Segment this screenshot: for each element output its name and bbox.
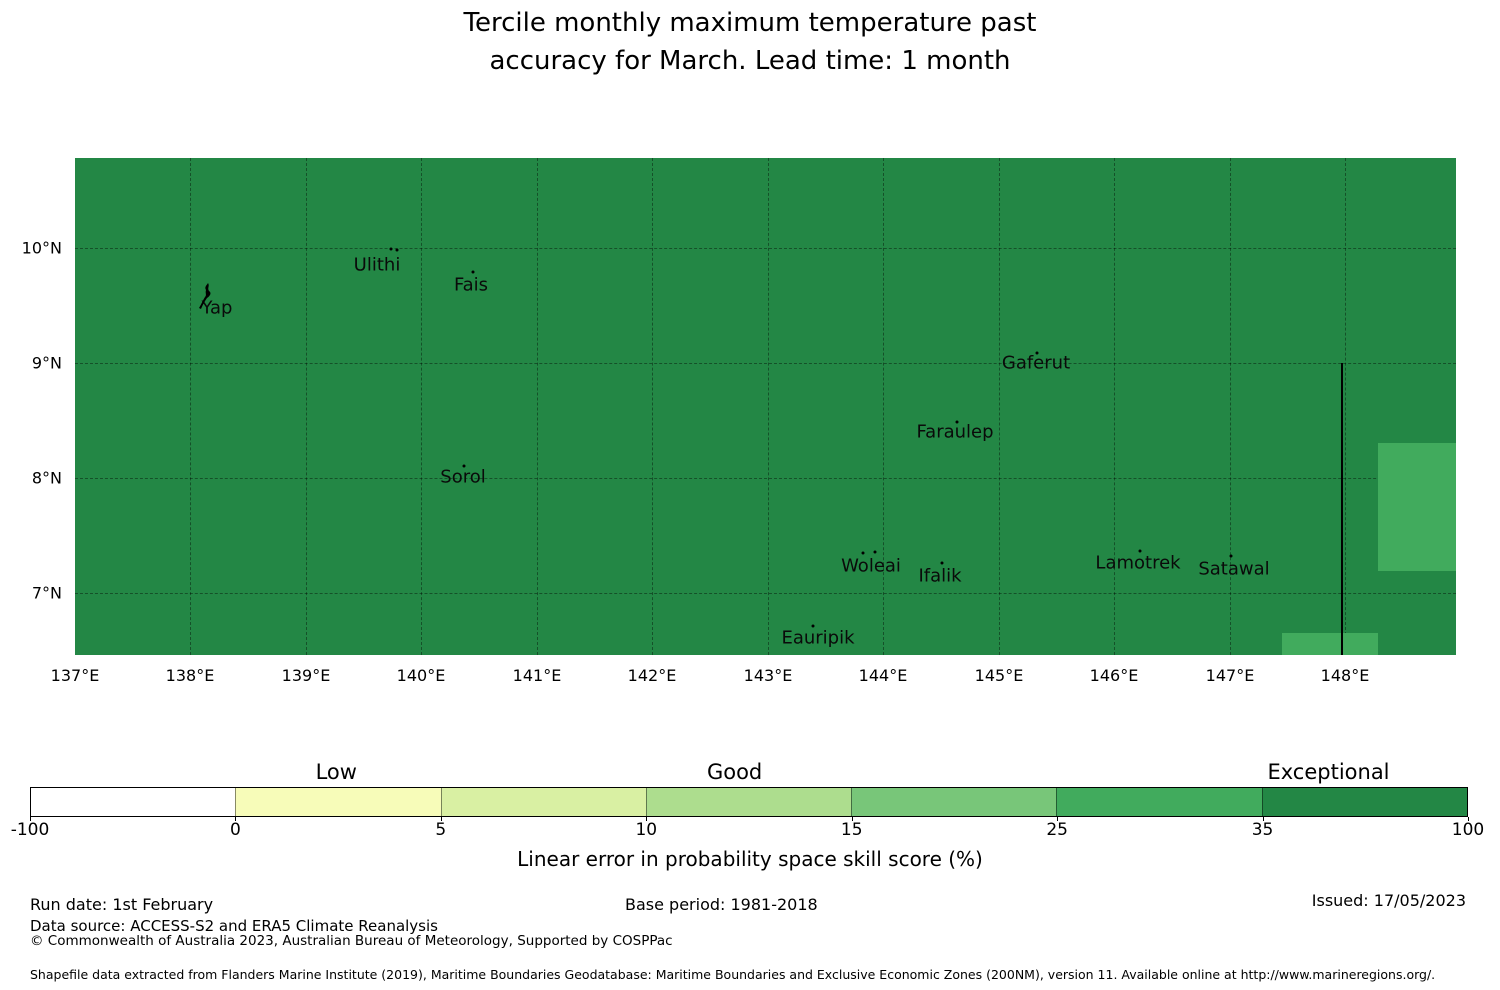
colorbar — [30, 787, 1468, 817]
latitude-gridline — [75, 593, 1456, 594]
x-tick-label: 137°E — [50, 666, 100, 685]
colorbar-segment — [1261, 788, 1467, 816]
issued-date-text: Issued: 17/05/2023 — [1311, 891, 1466, 910]
x-tick-label: 143°E — [743, 666, 793, 685]
y-tick-label: 10°N — [21, 238, 62, 258]
y-tick-label: 8°N — [31, 468, 62, 488]
longitude-gridline — [537, 158, 538, 655]
island-label: Satawal — [1198, 558, 1270, 580]
island-label: Eauripik — [781, 627, 855, 649]
skill-region-cell — [1282, 633, 1378, 655]
x-tick-label: 145°E — [974, 666, 1024, 685]
shapefile-note-text: Shapefile data extracted from Flanders M… — [30, 967, 1436, 982]
island-marker-dot — [462, 464, 466, 468]
colorbar-tick-mark — [1262, 817, 1264, 821]
latitude-gridline — [75, 363, 1456, 364]
x-tick-label: 147°E — [1205, 666, 1255, 685]
title-line-2: accuracy for March. Lead time: 1 month — [489, 46, 1011, 76]
base-period-text: Base period: 1981-2018 — [625, 895, 818, 914]
colorbar-tick-mark — [851, 817, 853, 821]
longitude-gridline — [768, 158, 769, 655]
island-label: Ulithi — [353, 254, 401, 276]
island-marker-dot — [389, 247, 393, 251]
colorbar-tick-label: 100 — [1451, 820, 1485, 840]
longitude-gridline — [190, 158, 191, 655]
x-tick-label: 144°E — [858, 666, 908, 685]
x-tick-label: 146°E — [1089, 666, 1139, 685]
colorbar-tick-mark — [1468, 817, 1469, 821]
island-marker-dot — [861, 551, 865, 555]
colorbar-axis-label: Linear error in probability space skill … — [517, 847, 983, 871]
island-shape-icon — [199, 283, 215, 315]
colorbar-tick-mark — [30, 817, 31, 821]
island-marker-dot — [955, 420, 959, 424]
colorbar-tick-label: -100 — [10, 820, 50, 840]
colorbar-category-label: Good — [706, 760, 763, 784]
page-title: Tercile monthly maximum temperature past… — [0, 4, 1500, 80]
colorbar-segment — [235, 788, 441, 816]
y-tick-label: 7°N — [31, 583, 62, 603]
longitude-gridline — [999, 158, 1000, 655]
colorbar-category-label: Low — [315, 760, 357, 784]
x-tick-label: 142°E — [627, 666, 677, 685]
colorbar-tick-label: 0 — [230, 820, 241, 840]
longitude-gridline — [421, 158, 422, 655]
skill-map: Yap Ulithi Fais Gaferut Faraulep Sorol Woleai I… — [75, 158, 1456, 655]
island-label: Woleai — [841, 555, 901, 577]
colorbar-category-label: Exceptional — [1267, 760, 1390, 784]
longitude-gridline — [1114, 158, 1115, 655]
run-date-text: Run date: 1st February — [30, 895, 214, 914]
x-tick-label: 138°E — [165, 666, 215, 685]
y-tick-label: 9°N — [31, 353, 62, 373]
colorbar-tick-mark — [235, 817, 237, 821]
data-source-text: Data source: ACCESS-S2 and ERA5 Climate … — [30, 917, 438, 935]
x-tick-label: 139°E — [281, 666, 331, 685]
colorbar-tick-label: 25 — [1046, 820, 1068, 840]
eez-boundary-line — [1341, 363, 1343, 655]
latitude-gridline — [75, 478, 1456, 479]
island-marker-dot — [1035, 351, 1039, 355]
colorbar-tick-mark — [1057, 817, 1059, 821]
skill-region-cell — [1378, 443, 1456, 571]
colorbar-tick-label: 35 — [1251, 820, 1274, 840]
island-label: Ifalik — [918, 565, 962, 587]
island-marker-dot — [1138, 549, 1142, 553]
colorbar-segment — [645, 788, 852, 816]
colorbar-segment — [440, 788, 646, 816]
latitude-gridline — [75, 248, 1456, 249]
colorbar-segment — [851, 788, 1057, 816]
x-tick-label: 140°E — [396, 666, 446, 685]
island-label: Sorol — [440, 466, 486, 488]
colorbar-tick-label: 5 — [435, 820, 447, 840]
copyright-text: © Commonwealth of Australia 2023, Austra… — [30, 933, 673, 949]
colorbar-tick-mark — [646, 817, 648, 821]
island-marker-dot — [471, 270, 475, 274]
island-label: Lamotrek — [1095, 552, 1181, 574]
island-marker-dot — [395, 248, 399, 252]
longitude-gridline — [652, 158, 653, 655]
title-line-1: Tercile monthly maximum temperature past — [463, 8, 1037, 38]
island-label: Fais — [453, 274, 489, 296]
longitude-gridline — [1230, 158, 1231, 655]
island-marker-dot — [940, 561, 944, 565]
island-marker-dot — [873, 550, 877, 554]
island-marker-dot — [1229, 554, 1233, 558]
yap-island-icon — [199, 283, 211, 309]
island-marker-dot — [811, 624, 815, 628]
x-tick-label: 141°E — [512, 666, 562, 685]
colorbar-segment — [31, 788, 236, 816]
colorbar-tick-mark — [440, 817, 442, 821]
x-tick-label: 148°E — [1320, 666, 1370, 685]
longitude-gridline — [1345, 158, 1346, 655]
longitude-gridline — [883, 158, 884, 655]
colorbar-tick-label: 10 — [635, 820, 658, 840]
longitude-gridline — [306, 158, 307, 655]
colorbar-tick-label: 15 — [840, 820, 863, 840]
island-label: Gaferut — [1001, 352, 1071, 374]
island-label: Yap — [201, 297, 233, 319]
island-label: Faraulep — [916, 421, 994, 443]
colorbar-segment — [1056, 788, 1262, 816]
